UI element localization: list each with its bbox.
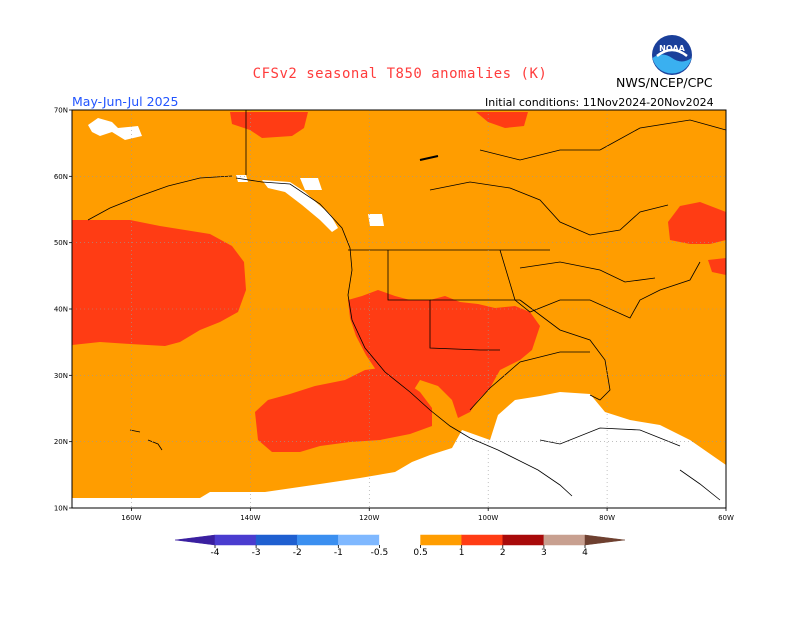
warm-anomaly-northeast-us	[708, 258, 726, 275]
lat-tick-label: 40N	[54, 306, 68, 314]
gridlines	[72, 110, 726, 508]
near-normal-alaska-panhandle	[262, 180, 338, 232]
near-normal-south	[72, 392, 726, 508]
lon-tick-label: 120W	[359, 514, 379, 522]
coastlines	[87, 110, 726, 501]
great-slave-lake	[419, 155, 439, 161]
lon-tick-label: 160W	[121, 514, 141, 522]
colorbar-bin	[584, 534, 626, 546]
latitude-axis: 70N 60N 50N 40N 30N 20N 10N	[54, 107, 72, 513]
noaa-logo-icon: NOAA	[652, 35, 692, 75]
colorbar-tick-label: 3	[541, 548, 547, 558]
colorbar-bin	[174, 534, 216, 546]
near-normal-alaska-arctic	[88, 118, 142, 140]
warm-anomaly-alaska-north	[230, 112, 308, 138]
forecast-period: May-Jun-Jul 2025	[72, 94, 179, 109]
colorbar-bin	[420, 534, 462, 546]
colorbar-tick-label: 4	[582, 548, 588, 558]
colorbar-tick-label: -2	[293, 548, 302, 558]
colorbar-bin	[255, 534, 298, 546]
warm-anomaly-north-pacific	[72, 220, 246, 346]
lon-tick-label: 80W	[599, 514, 615, 522]
longitude-axis: 160W 140W 120W 100W 80W 60W	[121, 508, 734, 522]
colorbar-tick-label: 1	[459, 548, 465, 558]
colorbar-tick-label: 2	[500, 548, 506, 558]
lat-tick-label: 20N	[54, 438, 68, 446]
lon-tick-label: 140W	[240, 514, 260, 522]
lat-tick-label: 60N	[54, 173, 68, 181]
colorbar-tick-label: -3	[252, 548, 261, 558]
lon-tick-label: 60W	[718, 514, 734, 522]
colorbar-tick-label: 0.5	[413, 548, 427, 558]
lat-tick-label: 30N	[54, 372, 68, 380]
lat-tick-label: 10N	[54, 505, 68, 513]
colorbar: -4 -3 -2 -1 -0.5 0.5 1 2 3 4	[174, 534, 626, 558]
initial-conditions: Initial conditions: 11Nov2024-20Nov2024	[485, 96, 714, 109]
colorbar-bin	[296, 534, 339, 546]
colorbar-bin	[379, 534, 421, 546]
colorbar-bin	[461, 534, 504, 546]
svg-text:NOAA: NOAA	[659, 44, 685, 53]
lat-tick-label: 50N	[54, 239, 68, 247]
colorbar-bin	[502, 534, 545, 546]
chart-title: CFSv2 seasonal T850 anomalies (K)	[252, 66, 548, 82]
warm-anomaly-nw-canada	[476, 112, 528, 128]
colorbar-bin	[543, 534, 586, 546]
warm-anomaly-atlantic-canada	[668, 202, 726, 244]
colorbar-tick-label: -0.5	[371, 548, 389, 558]
lat-tick-label: 70N	[54, 107, 68, 115]
agency-label: NWS/NCEP/CPC	[616, 75, 713, 90]
warm-anomaly-subtropical-pacific	[255, 368, 432, 452]
colorbar-tick-label: -4	[211, 548, 220, 558]
colorbar-bin	[214, 534, 257, 546]
warm-anomaly-southwest-us	[348, 290, 540, 418]
colorbar-bin	[338, 534, 380, 546]
lon-tick-label: 100W	[478, 514, 498, 522]
map-frame-contents	[72, 110, 726, 508]
colorbar-tick-label: -1	[334, 548, 343, 558]
near-normal-bc-coast	[236, 175, 384, 226]
